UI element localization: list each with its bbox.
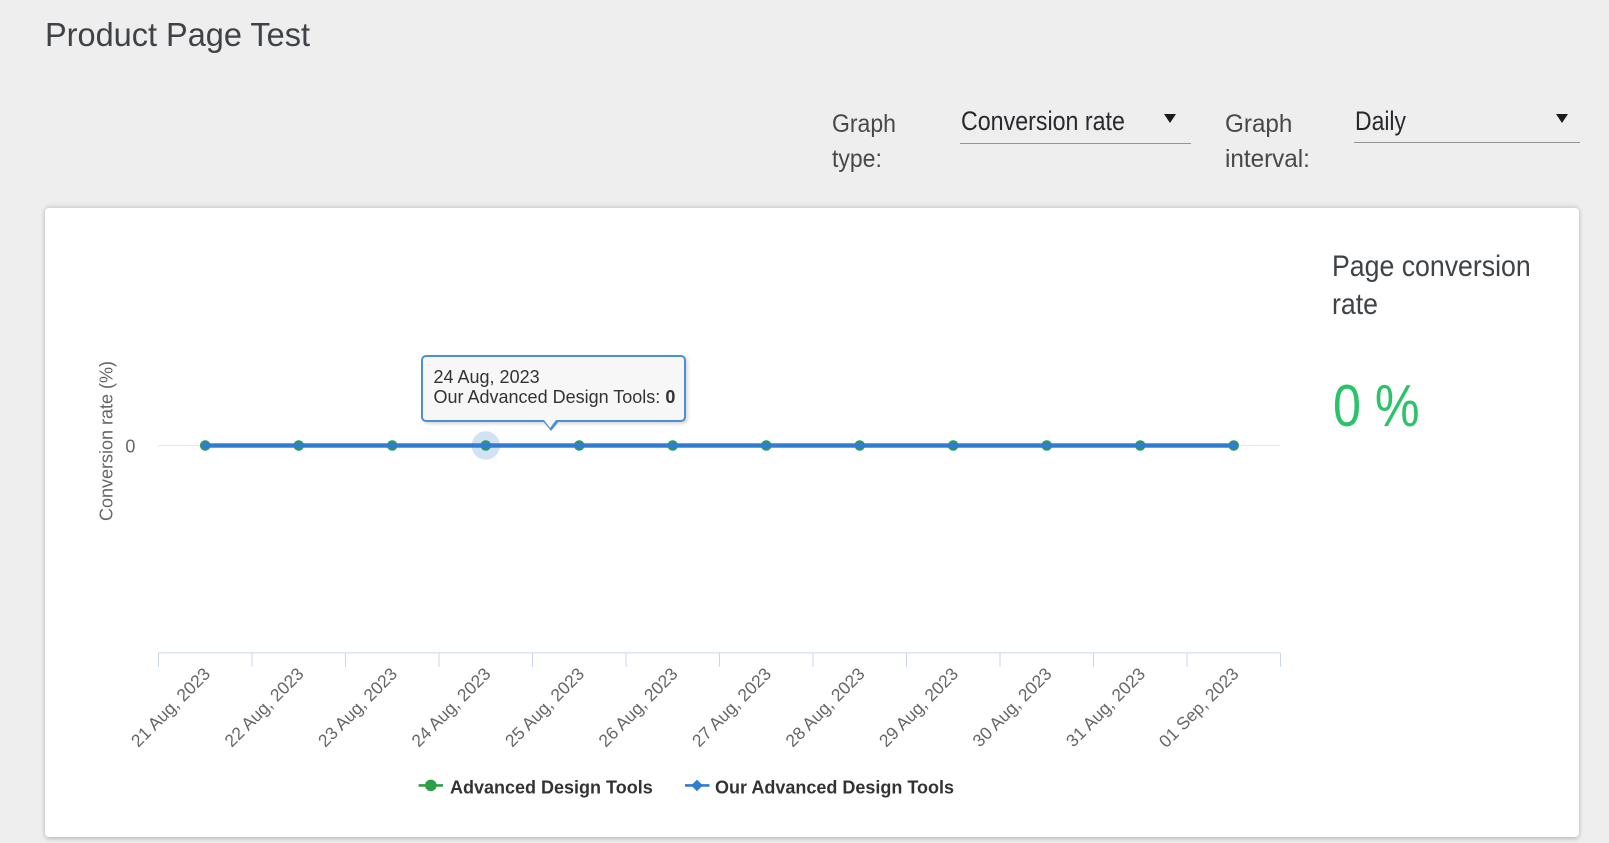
svg-text:31 Aug, 2023: 31 Aug, 2023 <box>1062 664 1149 751</box>
svg-text:24 Aug, 2023: 24 Aug, 2023 <box>407 664 494 751</box>
svg-text:Conversion rate (%): Conversion rate (%) <box>97 361 117 521</box>
svg-text:28 Aug, 2023: 28 Aug, 2023 <box>781 664 868 751</box>
svg-text:30 Aug, 2023: 30 Aug, 2023 <box>968 664 1055 751</box>
svg-text:29 Aug, 2023: 29 Aug, 2023 <box>875 664 962 751</box>
svg-text:Advanced Design Tools: Advanced Design Tools <box>450 778 653 798</box>
svg-text:21 Aug, 2023: 21 Aug, 2023 <box>127 664 214 751</box>
svg-text:26 Aug, 2023: 26 Aug, 2023 <box>594 664 681 751</box>
svg-text:0: 0 <box>125 437 135 457</box>
svg-text:01 Sep, 2023: 01 Sep, 2023 <box>1155 664 1243 752</box>
svg-text:22 Aug, 2023: 22 Aug, 2023 <box>220 664 307 751</box>
svg-text:Our Advanced Design Tools: Our Advanced Design Tools <box>715 778 954 798</box>
svg-text:23 Aug, 2023: 23 Aug, 2023 <box>314 664 401 751</box>
svg-text:25 Aug, 2023: 25 Aug, 2023 <box>501 664 588 751</box>
svg-text:27 Aug, 2023: 27 Aug, 2023 <box>688 664 775 751</box>
